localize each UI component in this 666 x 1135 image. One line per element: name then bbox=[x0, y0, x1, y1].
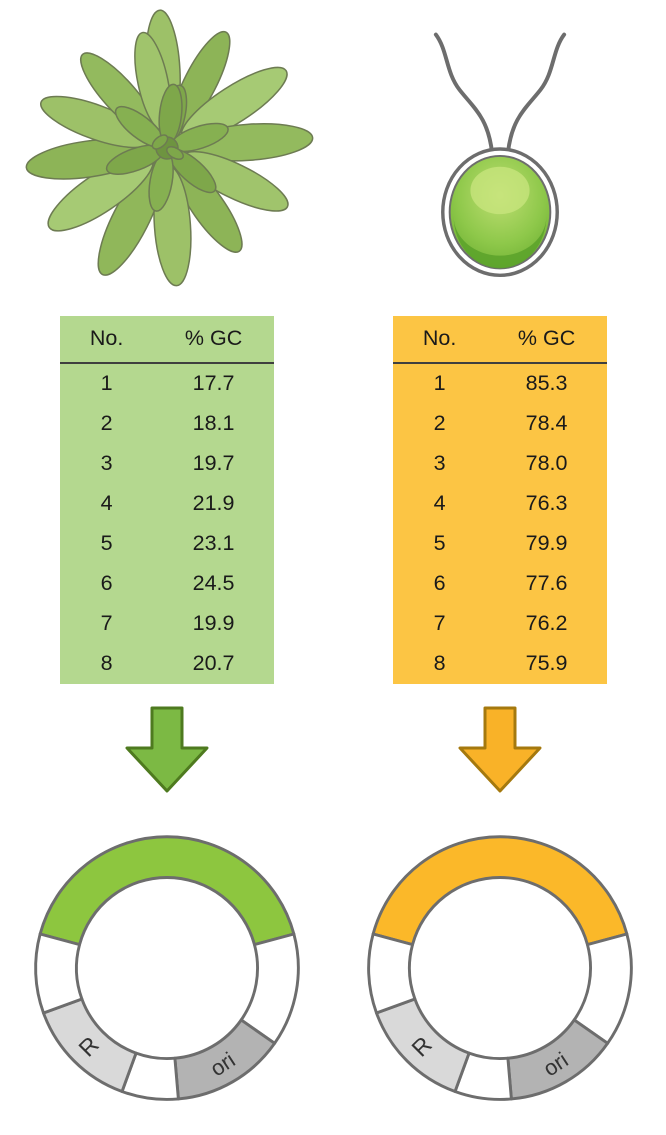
cell-no: 4 bbox=[433, 491, 446, 516]
table-row: 1 85.3 bbox=[393, 364, 607, 404]
cell-gc: 85.3 bbox=[525, 371, 568, 396]
cell-gc: 76.2 bbox=[525, 611, 568, 636]
table-header: No. % GC bbox=[392, 316, 607, 364]
plasmid-ring-icon: R ori bbox=[366, 835, 633, 1101]
table-row: 1 17.7 bbox=[60, 364, 274, 404]
chlamydomonas-alga-icon bbox=[433, 32, 566, 278]
table-row: 5 79.9 bbox=[393, 524, 607, 564]
cell-gc: 20.7 bbox=[192, 651, 235, 676]
cell-no: 3 bbox=[100, 451, 113, 476]
table-row: 7 19.9 bbox=[60, 604, 274, 644]
table-row: 8 75.9 bbox=[393, 644, 607, 684]
down-arrow-left bbox=[119, 706, 215, 794]
arrow-shape bbox=[125, 706, 208, 793]
gc-table-chlamydomonas: No. % GC 1 85.3 2 78.4 3 78.0 4 76.3 5 79.9 6… bbox=[392, 316, 607, 684]
cell-no: 7 bbox=[100, 611, 113, 636]
chloroplast bbox=[453, 216, 546, 269]
table-row: 6 77.6 bbox=[393, 564, 607, 604]
ring-segment-spacer bbox=[33, 932, 83, 1015]
cell-no: 3 bbox=[433, 451, 446, 476]
cell-gc: 19.7 bbox=[192, 451, 235, 476]
cell-gc: 78.4 bbox=[525, 411, 568, 436]
cell-gc: 23.1 bbox=[192, 531, 235, 556]
table-header: No. % GC bbox=[59, 316, 274, 364]
table-row: 8 20.7 bbox=[60, 644, 274, 684]
cell-no: 1 bbox=[100, 371, 113, 396]
cell-no: 6 bbox=[433, 571, 446, 596]
down-arrow-icon bbox=[458, 706, 541, 793]
cell-no: 6 bbox=[100, 571, 113, 596]
ring-segment-insert bbox=[38, 835, 295, 947]
gc-table-arabidopsis: No. % GC 1 17.7 2 18.1 3 19.7 4 21.9 5 23.1 6… bbox=[59, 316, 274, 684]
ring-segment-insert bbox=[371, 835, 628, 947]
cell-gc: 24.5 bbox=[192, 571, 235, 596]
cell-no: 7 bbox=[433, 611, 446, 636]
arabidopsis-column: No. % GC 1 17.7 2 18.1 3 19.7 4 21.9 5 23.1 6… bbox=[19, 0, 315, 1114]
cell-no: 5 bbox=[100, 531, 113, 556]
leaf bbox=[165, 146, 184, 160]
table-row: 2 78.4 bbox=[393, 404, 607, 444]
cell-gc: 21.9 bbox=[192, 491, 235, 516]
cell-no: 2 bbox=[433, 411, 446, 436]
down-arrow-right bbox=[452, 706, 548, 794]
cell-no: 5 bbox=[433, 531, 446, 556]
chlamydomonas-illustration bbox=[385, 0, 615, 302]
table-row: 3 78.0 bbox=[393, 444, 607, 484]
chlamydomonas-column: No. % GC 1 85.3 2 78.4 3 78.0 4 76.3 5 79.9 6… bbox=[333, 0, 666, 1135]
down-arrow-icon bbox=[125, 706, 208, 793]
col-gc-header: % GC bbox=[184, 326, 243, 351]
cell-no: 8 bbox=[433, 651, 446, 676]
flagellum-right bbox=[505, 32, 566, 155]
cell-gc: 75.9 bbox=[525, 651, 568, 676]
ring-segment-spacer bbox=[366, 932, 416, 1015]
col-no-header: No. bbox=[422, 326, 457, 351]
plasmid-map-chlamydomonas: R ori bbox=[354, 822, 646, 1114]
leaf bbox=[151, 134, 168, 150]
cell-gc: 19.9 bbox=[192, 611, 235, 636]
table-row: 4 21.9 bbox=[60, 484, 274, 524]
flagellum-left bbox=[433, 32, 494, 155]
cell-no: 8 bbox=[100, 651, 113, 676]
arabidopsis-rosette-icon bbox=[25, 9, 313, 287]
cell-no: 4 bbox=[100, 491, 113, 516]
cell-no: 1 bbox=[433, 371, 446, 396]
arabidopsis-illustration bbox=[19, 0, 315, 302]
arrow-shape bbox=[458, 706, 541, 793]
cell-gc: 76.3 bbox=[525, 491, 568, 516]
col-no-header: No. bbox=[89, 326, 124, 351]
cell-no: 2 bbox=[100, 411, 113, 436]
cell-gc: 78.0 bbox=[525, 451, 568, 476]
cell-highlight bbox=[469, 166, 530, 215]
cell-gc: 18.1 bbox=[192, 411, 235, 436]
cell-gc: 17.7 bbox=[192, 371, 235, 396]
table-row: 5 23.1 bbox=[60, 524, 274, 564]
plasmid-map-arabidopsis: R ori bbox=[21, 822, 313, 1114]
table-row: 6 24.5 bbox=[60, 564, 274, 604]
cell-gc: 77.6 bbox=[525, 571, 568, 596]
table-row: 3 19.7 bbox=[60, 444, 274, 484]
table-row: 2 18.1 bbox=[60, 404, 274, 444]
plasmid-ring-icon: R ori bbox=[33, 835, 300, 1101]
col-gc-header: % GC bbox=[517, 326, 576, 351]
table-row: 7 76.2 bbox=[393, 604, 607, 644]
cell-gc: 79.9 bbox=[525, 531, 568, 556]
table-row: 4 76.3 bbox=[393, 484, 607, 524]
